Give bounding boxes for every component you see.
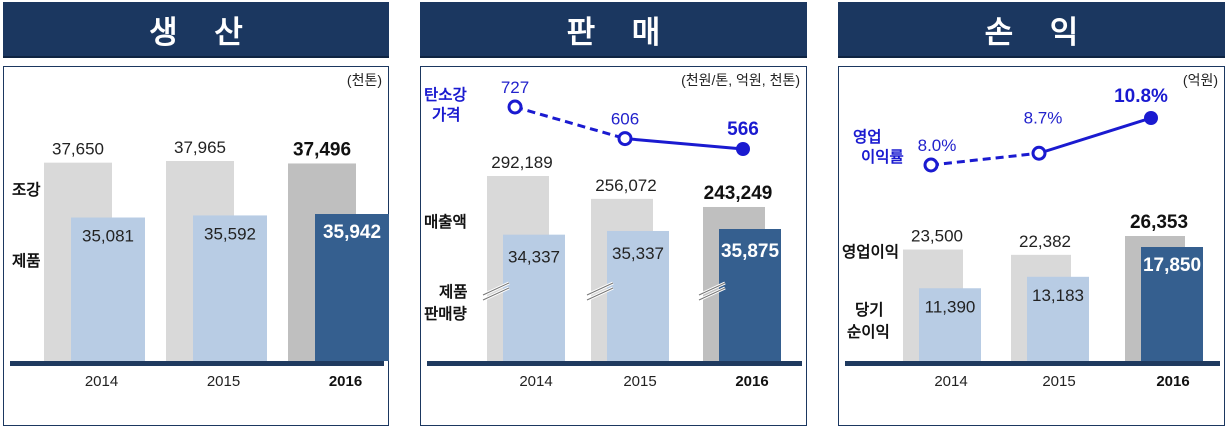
data-label-제품판매량: 34,337 [508,248,560,267]
bar-당기순이익-2015 [1027,276,1089,361]
bar-제품판매량-2016 [719,229,781,361]
axis-break-line [586,282,614,301]
data-label-제품: 35,592 [204,224,256,243]
row-label: 영업이익 [842,242,899,261]
line-point [1031,145,1047,161]
x-axis-baseline [10,361,384,366]
header-production: 생 산 [3,2,389,56]
line-point [507,99,523,115]
x-tick-label: 2016 [735,373,768,390]
header-sales-label: 판 매 [566,14,675,50]
data-label-조강: 37,496 [293,139,351,160]
x-axis-baseline [427,361,802,366]
bar-제품판매량-2014 [503,234,565,361]
x-tick-label: 2015 [1042,373,1075,390]
x-tick-label: 2015 [623,373,656,390]
line-point [736,142,750,156]
line-data-label: 8.7% [1024,108,1063,127]
x-tick-label: 2014 [519,373,552,390]
row-label: 당기 [855,301,884,319]
x-tick-label: 2014 [934,373,967,390]
axis-break-line [698,282,726,301]
data-label-영업이익: 26,353 [1130,212,1188,233]
row-label: 제품 [12,252,41,270]
line-point [1144,111,1158,125]
data-label-당기순이익: 13,183 [1032,286,1084,305]
data-label-조강: 37,965 [174,138,226,157]
line-data-label: 8.0% [918,136,957,155]
row-label: 매출액 [424,212,467,231]
x-tick-label: 2014 [85,373,118,390]
line-data-label: 727 [501,78,529,97]
header-profit-label: 손 익 [984,14,1093,50]
data-label-매출액: 292,189 [491,153,552,172]
data-label-제품판매량: 35,337 [612,244,664,263]
line-segment-dashed [930,151,1040,167]
unit-label: (억원) [1182,72,1218,88]
data-label-당기순이익: 11,390 [925,297,976,316]
line-segment-solid [1038,116,1152,155]
data-label-매출액: 243,249 [704,183,773,204]
line-data-label: 606 [611,110,639,129]
bar-당기순이익-2016 [1141,247,1203,361]
line-label: 영업 [853,128,882,146]
bar-제품-2014 [71,217,145,361]
header-sales: 판 매 [420,2,807,56]
x-tick-label: 2016 [1156,373,1189,390]
x-tick-label: 2016 [329,373,362,390]
line-point [617,131,633,147]
data-label-조강: 37,650 [52,140,104,159]
line-segment-dashed [514,105,626,141]
row-label: 제품 [439,283,468,301]
data-label-제품: 35,942 [323,222,381,243]
unit-label: (천원/톤, 억원, 천톤) [681,72,800,88]
data-label-영업이익: 23,500 [911,227,963,246]
row-label: 판매량 [424,304,468,323]
line-label: 이익률 [861,147,904,166]
header-production-label: 생 산 [149,14,257,50]
bar-제품판매량-2015 [607,230,669,361]
bar-당기순이익-2014 [919,288,981,361]
header-profit: 손 익 [838,2,1225,56]
line-point [923,157,939,173]
bar-제품-2016 [315,214,389,361]
data-label-제품: 35,081 [82,227,134,246]
line-segment-solid [624,137,744,151]
unit-label: (천톤) [346,72,382,88]
data-label-제품판매량: 35,875 [721,241,780,262]
row-label: 순이익 [847,322,890,341]
x-axis-baseline [845,361,1220,366]
data-label-영업이익: 22,382 [1019,232,1071,251]
line-data-label: 10.8% [1114,86,1168,107]
axis-break-line [482,282,510,301]
line-label: 탄소강 [424,86,468,104]
row-label: 조강 [12,181,41,199]
x-tick-label: 2015 [207,373,240,390]
line-data-label: 566 [727,119,759,140]
bar-제품-2015 [193,215,267,361]
line-label: 가격 [432,106,461,124]
data-label-매출액: 256,072 [595,176,656,195]
data-label-당기순이익: 17,850 [1143,255,1201,276]
